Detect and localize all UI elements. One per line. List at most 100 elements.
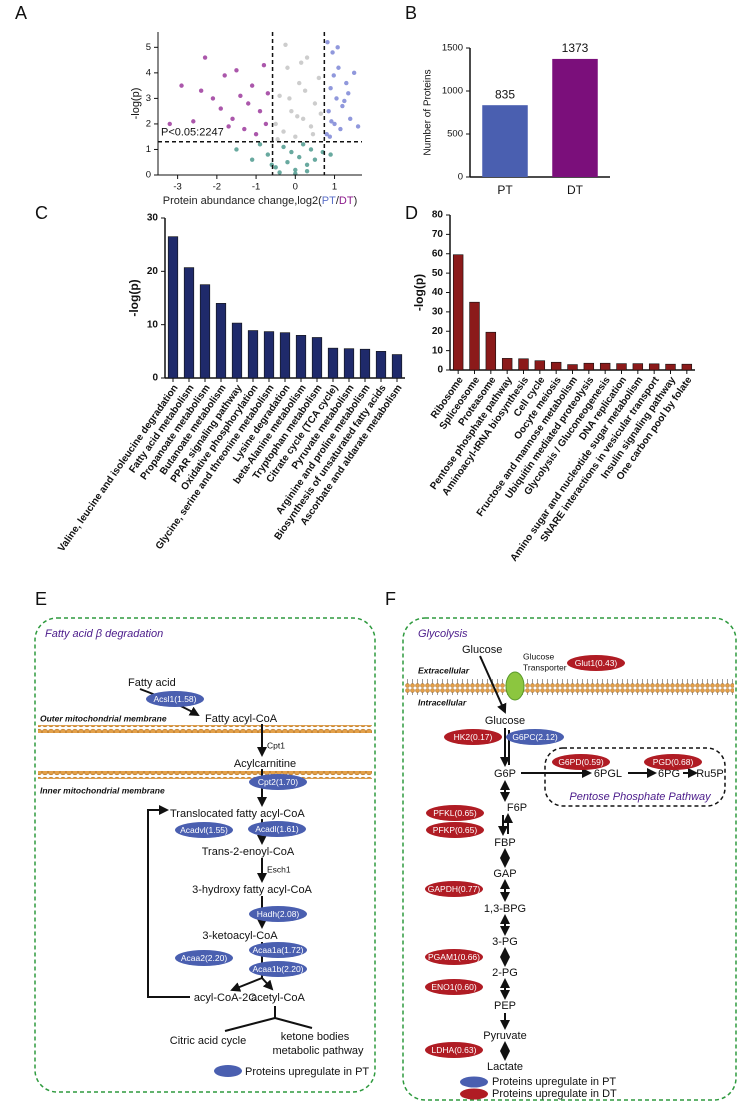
compound: acetyl-CoA	[251, 992, 305, 1004]
y-tick-label: 30	[147, 213, 159, 224]
bar	[279, 332, 291, 379]
compartment-label: Intracellular	[418, 697, 467, 707]
enzyme-label: PGAM1(0.66)	[428, 952, 480, 962]
enzyme-label: Acadvl(1.55)	[180, 825, 228, 835]
point	[249, 157, 255, 162]
compound: Fatty acid	[128, 677, 176, 689]
enzyme-label: Cpt2(1.70)	[258, 777, 298, 787]
point	[242, 126, 247, 132]
compound: 2-PG	[492, 967, 518, 979]
point	[327, 134, 333, 139]
membrane	[38, 771, 372, 779]
point	[308, 147, 314, 152]
point	[312, 157, 318, 162]
enzyme-marker	[425, 881, 483, 897]
y-axis-label: Number of Proteins	[423, 69, 434, 155]
compound: Lactate	[487, 1061, 523, 1073]
enzyme-label: GAPDH(0.77)	[428, 884, 481, 894]
y-tick-label: 20	[432, 326, 444, 337]
membrane	[38, 725, 372, 733]
x-axis-label: Protein abundance change,log2(PT/DT)	[163, 195, 357, 207]
compound: 6PGL	[594, 768, 622, 780]
compound: FBP	[494, 837, 515, 849]
point	[295, 114, 300, 119]
y-tick-label: 1000	[442, 86, 463, 97]
compound: G6P	[494, 768, 516, 780]
bar	[485, 331, 497, 371]
enzyme-label: Acaa2(2.20)	[181, 953, 227, 963]
transporter	[505, 671, 525, 701]
enzyme-marker	[249, 906, 307, 922]
y-tick-label: 70	[432, 229, 444, 240]
point	[289, 149, 294, 155]
point	[281, 144, 286, 150]
point	[312, 101, 318, 106]
point	[304, 168, 310, 174]
enzyme-label: HK2(0.17)	[454, 732, 493, 742]
point	[253, 131, 259, 137]
compound: Pyruvate	[483, 1030, 526, 1042]
point	[234, 147, 239, 152]
compound: GAP	[493, 868, 516, 880]
point	[346, 91, 351, 96]
annotation: P<0.05:2247	[161, 127, 224, 139]
pathway-title: Fatty acid β degradation	[45, 628, 163, 640]
enzyme-marker	[552, 754, 610, 770]
x-axis-label-part: /	[336, 195, 340, 207]
point	[238, 93, 243, 99]
enzyme-label: LDHA(0.63)	[432, 1045, 477, 1055]
legend-label: Proteins upregulate in PT	[492, 1076, 616, 1088]
point	[218, 106, 223, 111]
subpathway-frame	[544, 747, 726, 807]
point	[328, 85, 333, 91]
point	[273, 165, 278, 170]
x-axis-label-part: )	[354, 195, 358, 207]
x-axis-label-part: PT	[322, 195, 336, 207]
bar	[199, 284, 211, 379]
transporter-label: Transporter	[523, 662, 567, 672]
y-tick-label: 2	[146, 118, 151, 129]
point	[297, 80, 302, 86]
point	[285, 65, 290, 70]
compound: Acylcarnitine	[234, 758, 296, 770]
enzyme-label: G6PC(2.12)	[512, 732, 558, 742]
y-tick-label: 10	[147, 319, 159, 330]
bar	[469, 301, 480, 371]
point	[324, 131, 329, 137]
point	[293, 167, 298, 173]
point	[332, 121, 337, 127]
point	[344, 80, 349, 86]
bar	[534, 360, 546, 371]
point	[336, 65, 341, 70]
bar	[343, 348, 355, 379]
point	[246, 101, 251, 106]
point	[275, 137, 280, 142]
bar	[391, 354, 403, 379]
point	[329, 119, 334, 124]
bar	[567, 364, 578, 371]
membrane-label: Outer mitochondrial membrane	[40, 713, 167, 723]
point	[330, 50, 335, 55]
point	[285, 160, 290, 165]
y-tick-label: 30	[432, 307, 444, 318]
x-tick-label: -3	[173, 182, 181, 193]
compound: Ru5P	[696, 768, 724, 780]
point	[263, 121, 269, 127]
point	[310, 131, 316, 137]
bar	[648, 363, 660, 371]
point	[277, 93, 282, 99]
enzyme-marker	[426, 822, 484, 838]
point	[257, 108, 263, 114]
bar	[295, 335, 307, 379]
compound: 3-ketoacyl-CoA	[202, 930, 278, 942]
point	[191, 119, 196, 124]
enzyme-marker	[425, 1042, 483, 1058]
enzyme-marker	[249, 774, 307, 790]
bar	[263, 331, 275, 379]
point	[293, 134, 298, 139]
compound: Fatty acyl-CoA	[205, 713, 278, 725]
point	[318, 111, 324, 116]
y-tick-label: 3	[146, 93, 151, 104]
enzyme-label: Acaa1b(2.20)	[252, 964, 303, 974]
